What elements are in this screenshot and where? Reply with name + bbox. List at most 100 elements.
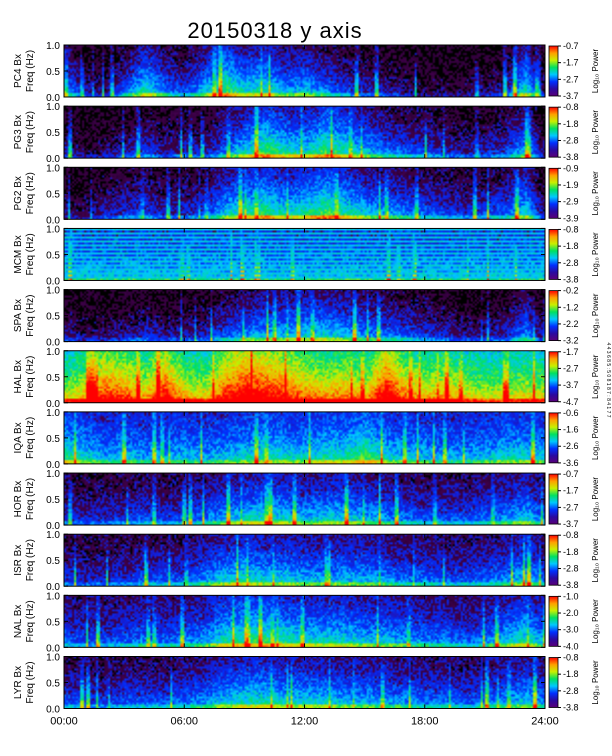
colorbar (548, 595, 559, 647)
colorbar-tick-label: -0.7 (563, 469, 579, 479)
spectrogram-image (64, 534, 545, 587)
y-tick-label: 0.0 (46, 582, 60, 593)
colorbar-tick-label: -1.8 (563, 119, 579, 129)
panel-ylabel-freq: Freq (Hz) (25, 50, 36, 92)
y-tick-label: 0.0 (46, 643, 60, 654)
colorbar-label: Log₁₀ Power (591, 49, 600, 94)
y-tick-label: 0.5 (46, 250, 60, 261)
colorbar-tick-label: -2.7 (563, 502, 579, 512)
colorbar-label: Log₁₀ Power (591, 293, 600, 338)
y-tick-label: 0.0 (46, 93, 60, 104)
panel-nal: 0.0 0.5 1.0 NAL Bx Freq (Hz) -1.0 -2.0 -3.0 -4.0… (13, 591, 600, 654)
colorbar (548, 657, 559, 708)
y-tick-label: 0.0 (46, 215, 60, 226)
colorbar (548, 412, 559, 464)
colorbar-tick-label: -2.8 (563, 135, 579, 145)
y-tick-label: 1.0 (46, 286, 60, 297)
y-tick-label: 0.5 (46, 495, 60, 506)
colorbar (548, 473, 559, 525)
y-tick-label: 0.0 (46, 338, 60, 349)
figure-title: 20150318 y axis (187, 18, 362, 43)
panel-ylabel-station: LYR Bx (13, 666, 24, 699)
y-tick-label: 0.5 (46, 373, 60, 384)
colorbar-tick-label: -0.8 (563, 530, 579, 540)
panel-ylabel-freq: Freq (Hz) (25, 172, 36, 214)
panel-hor: 0.0 0.5 1.0 HOR Bx Freq (Hz) -0.7 -1.7 -2.7 -3.7… (13, 469, 600, 532)
panel-ylabel-station: PG2 Bx (13, 176, 24, 210)
y-tick-label: 0.5 (46, 189, 60, 200)
spectrogram-image (64, 656, 545, 709)
colorbar-label: Log₁₀ Power (591, 354, 600, 399)
x-tick-label: 00:00 (50, 716, 78, 728)
y-tick-label: 1.0 (46, 41, 60, 52)
spectrogram-image (64, 595, 545, 648)
colorbar-label: Log₁₀ Power (591, 110, 600, 155)
panel-ylabel-freq: Freq (Hz) (25, 661, 36, 703)
panel-ylabel-freq: Freq (Hz) (25, 356, 36, 398)
y-tick-label: 0.5 (46, 128, 60, 139)
y-tick-label: 1.0 (46, 653, 60, 664)
spectrogram-image (64, 289, 545, 342)
y-tick-label: 1.0 (46, 347, 60, 358)
panel-ylabel-freq: Freq (Hz) (25, 539, 36, 581)
colorbar-tick-label: -1.9 (563, 180, 579, 190)
colorbar-tick-label: -3.7 (563, 91, 579, 101)
x-tick-label: 24:00 (531, 716, 559, 728)
panel-ylabel-freq: Freq (Hz) (25, 478, 36, 520)
panel-ylabel-freq: Freq (Hz) (25, 417, 36, 459)
time-axis: 00:00 06:00 12:00 18:00 24:00 (50, 716, 559, 728)
colorbar (548, 106, 559, 158)
colorbar-tick-label: -0.8 (563, 653, 579, 663)
colorbar-tick-label: -4.0 (563, 641, 579, 651)
colorbar-tick-label: -2.9 (563, 197, 579, 207)
colorbar-tick-label: -2.8 (563, 258, 579, 268)
panel-mcm: 0.0 0.5 1.0 MCM Bx Freq (Hz) -0.8 -1.8 -2.8 -3.8… (13, 224, 600, 287)
colorbar-label: Log₁₀ Power (591, 171, 600, 216)
colorbar-tick-label: -1.8 (563, 241, 579, 251)
colorbar-label: Log₁₀ Power (591, 232, 600, 277)
y-tick-label: 0.5 (46, 67, 60, 78)
spectrogram-image (64, 350, 545, 403)
panel-spa: 0.0 0.5 1.0 SPA Bx Freq (Hz) -0.2 -1.2 -2.2 -3.2… (13, 286, 600, 349)
spectrogram-image (64, 167, 545, 220)
colorbar-tick-label: -1.8 (563, 547, 579, 557)
colorbar-tick-label: -0.7 (563, 41, 579, 51)
spectrogram-image (64, 411, 545, 464)
y-tick-label: 0.0 (46, 154, 60, 165)
y-tick-label: 1.0 (46, 224, 60, 235)
panel-lyr: 0.0 0.5 1.0 LYR Bx Freq (Hz) -0.8 -1.8 -2.8 -3.8… (13, 653, 600, 716)
spectrogram-image (64, 228, 545, 281)
colorbar-tick-label: -3.7 (563, 519, 579, 529)
colorbar-tick-label: -1.8 (563, 669, 579, 679)
y-tick-label: 0.5 (46, 679, 60, 690)
colorbar-tick-label: -3.8 (563, 580, 579, 590)
x-tick-label: 12:00 (291, 716, 319, 728)
side-note: 4 4 3 6 8 5 : 5 0 8 1 8 7 : 8 4 1 7 7 (605, 342, 611, 417)
colorbar-tick-label: -2.0 (563, 608, 579, 618)
colorbar-tick-label: -2.7 (563, 363, 579, 373)
y-tick-label: 0.0 (46, 460, 60, 471)
panel-iqa: 0.0 0.5 1.0 IQA Bx Freq (Hz) -0.6 -1.6 -2.6 -3.6… (13, 408, 600, 471)
y-tick-label: 0.5 (46, 312, 60, 323)
y-tick-label: 0.0 (46, 276, 60, 287)
colorbar-tick-label: -1.7 (563, 347, 579, 357)
colorbar-label: Log₁₀ Power (591, 415, 600, 460)
y-tick-label: 1.0 (46, 591, 60, 602)
panel-ylabel-freq: Freq (Hz) (25, 233, 36, 275)
y-tick-label: 1.0 (46, 163, 60, 174)
y-tick-label: 1.0 (46, 530, 60, 541)
colorbar-tick-label: -1.7 (563, 58, 579, 68)
colorbar-tick-label: -3.8 (563, 703, 579, 713)
panel-ylabel-station: HAL Bx (13, 360, 24, 394)
colorbar-tick-label: -0.2 (563, 286, 579, 296)
colorbar-label: Log₁₀ Power (591, 538, 600, 583)
y-tick-label: 0.0 (46, 399, 60, 410)
panel-ylabel-station: IQA Bx (13, 422, 24, 453)
colorbar-tick-label: -3.2 (563, 336, 579, 346)
y-tick-label: 0.5 (46, 434, 60, 445)
y-tick-label: 0.0 (46, 705, 60, 716)
panel-isr: 0.0 0.5 1.0 ISR Bx Freq (Hz) -0.8 -1.8 -2.8 -3.8… (13, 530, 600, 593)
panel-ylabel-freq: Freq (Hz) (25, 600, 36, 642)
